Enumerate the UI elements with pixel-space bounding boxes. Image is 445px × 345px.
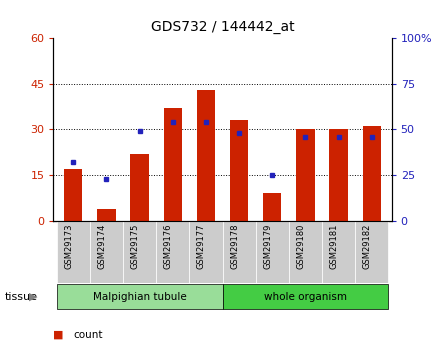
Text: whole organism: whole organism: [264, 292, 347, 302]
Bar: [363, 126, 381, 221]
Bar: [90, 221, 123, 283]
Bar: [164, 108, 182, 221]
Text: count: count: [73, 330, 103, 339]
Text: GSM29177: GSM29177: [197, 224, 206, 269]
Bar: [256, 221, 289, 283]
Bar: [355, 221, 388, 283]
Bar: [123, 221, 156, 283]
Text: ▶: ▶: [29, 292, 38, 302]
Text: tissue: tissue: [4, 292, 37, 302]
Bar: [263, 193, 281, 221]
Bar: [222, 221, 256, 283]
Bar: [130, 154, 149, 221]
Bar: [197, 90, 215, 221]
Bar: [230, 120, 248, 221]
Bar: [296, 129, 315, 221]
Text: ■: ■: [53, 330, 64, 339]
Text: GSM29178: GSM29178: [230, 224, 239, 269]
Text: GSM29174: GSM29174: [97, 224, 106, 269]
Text: GSM29179: GSM29179: [263, 224, 272, 269]
Bar: [189, 221, 222, 283]
Text: GSM29175: GSM29175: [131, 224, 140, 269]
Bar: [97, 209, 116, 221]
Title: GDS732 / 144442_at: GDS732 / 144442_at: [151, 20, 294, 34]
Bar: [289, 221, 322, 283]
Text: GSM29176: GSM29176: [164, 224, 173, 269]
Text: GSM29180: GSM29180: [296, 224, 305, 269]
Bar: [64, 169, 82, 221]
Bar: [57, 221, 90, 283]
Text: GSM29181: GSM29181: [330, 224, 339, 269]
Bar: [329, 129, 348, 221]
Text: Malpighian tubule: Malpighian tubule: [93, 292, 186, 302]
Text: GSM29182: GSM29182: [363, 224, 372, 269]
Bar: [322, 221, 355, 283]
Bar: [156, 221, 189, 283]
Text: GSM29173: GSM29173: [64, 224, 73, 269]
Bar: [57, 284, 222, 309]
Bar: [222, 284, 388, 309]
